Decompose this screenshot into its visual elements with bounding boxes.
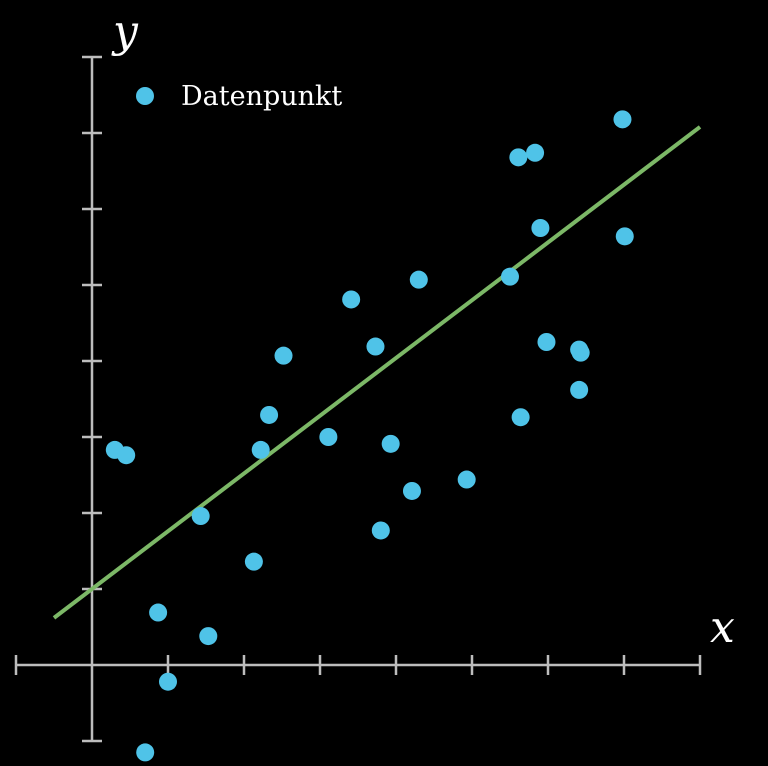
data-point xyxy=(501,267,519,286)
data-point xyxy=(531,219,550,237)
data-point xyxy=(615,227,634,246)
y-axis-label: y xyxy=(111,6,139,57)
data-point xyxy=(199,627,218,646)
data-point xyxy=(136,743,155,762)
data-point xyxy=(571,343,590,362)
data-points xyxy=(105,110,634,762)
data-point xyxy=(371,521,390,540)
data-point xyxy=(159,672,177,691)
data-point xyxy=(117,446,136,465)
legend-marker xyxy=(136,87,154,105)
data-point xyxy=(409,270,428,289)
data-point xyxy=(191,507,210,526)
axis-ticks xyxy=(14,55,702,743)
data-point xyxy=(244,552,263,571)
data-point xyxy=(251,440,270,459)
data-point xyxy=(402,481,421,500)
data-point xyxy=(537,333,556,351)
data-point xyxy=(381,434,400,453)
data-point xyxy=(526,143,545,162)
x-axis-label: x xyxy=(710,602,735,653)
data-point xyxy=(342,290,361,309)
fit-line xyxy=(52,125,702,620)
data-point xyxy=(260,405,279,424)
data-point xyxy=(149,603,168,622)
axes xyxy=(14,55,702,743)
data-point xyxy=(511,408,530,427)
data-point xyxy=(613,110,632,129)
data-point xyxy=(457,470,476,489)
data-point xyxy=(570,380,589,399)
data-point xyxy=(509,148,528,167)
data-point xyxy=(366,337,385,356)
legend: Datenpunkt xyxy=(136,81,342,112)
legend-label: Datenpunkt xyxy=(181,81,342,112)
data-point xyxy=(274,346,293,365)
data-point xyxy=(319,428,338,446)
